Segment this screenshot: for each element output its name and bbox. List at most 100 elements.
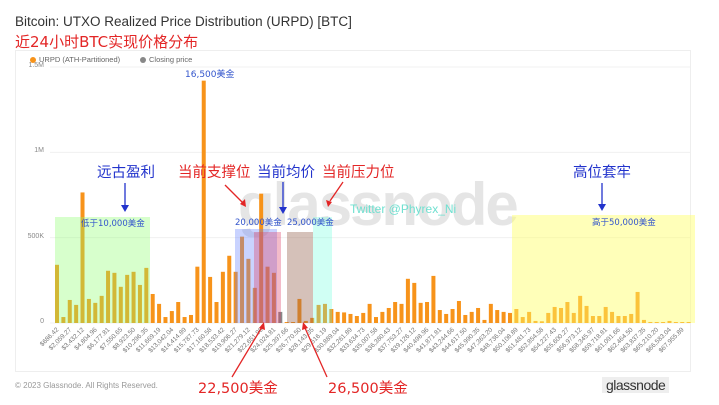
watermark: glassnode: [238, 171, 519, 238]
urpd-bar: [188, 314, 193, 323]
urpd-bar: [342, 312, 347, 323]
y-tick-label: 1.5M: [28, 62, 44, 69]
urpd-bar: [539, 321, 544, 323]
arrow-22500: [231, 326, 263, 378]
urpd-bar: [399, 303, 404, 323]
urpd-bar: [444, 313, 449, 323]
annotation-avg-price: 当前均价: [257, 165, 315, 181]
urpd-bar: [667, 320, 672, 323]
urpd-bar: [514, 309, 519, 323]
closing-price-bar: [278, 311, 283, 323]
urpd-bar: [374, 317, 378, 323]
urpd-bar: [425, 302, 430, 323]
urpd-bar: [610, 311, 615, 323]
urpd-bar: [322, 303, 327, 323]
urpd-bar: [137, 284, 142, 323]
urpd-bar: [86, 298, 91, 323]
arrow-resistance: [329, 181, 344, 202]
urpd-bar: [348, 313, 353, 323]
urpd-bar: [680, 322, 685, 323]
urpd-bar: [686, 322, 691, 323]
legend-dot-icon: [30, 56, 36, 63]
urpd-bar: [163, 317, 168, 323]
urpd-bar: [259, 193, 264, 323]
urpd-bar: [297, 298, 302, 323]
arrow-support: [224, 184, 244, 204]
highlight-25k: [313, 217, 332, 323]
urpd-bar: [106, 270, 111, 323]
annotation-26500: 26,500美金: [328, 381, 408, 397]
urpd-bar: [507, 312, 512, 323]
urpd-bar: [316, 304, 321, 323]
urpd-bar: [501, 311, 506, 323]
highlight-20k: [235, 229, 277, 323]
urpd-bar: [208, 276, 213, 323]
urpd-bar: [476, 307, 481, 323]
urpd-bar: [291, 322, 296, 323]
urpd-bar: [654, 322, 659, 323]
urpd-bar: [74, 304, 79, 323]
y-tick-label: 0: [40, 318, 44, 325]
highlight-support: [254, 232, 281, 323]
urpd-bar: [252, 287, 257, 323]
urpd-bar: [629, 313, 634, 323]
label-25k: 25,000美金: [287, 218, 334, 228]
legend-item-closing-price[interactable]: Closing price: [140, 55, 192, 64]
urpd-bar: [622, 316, 627, 323]
highlight-below-10k: [55, 217, 150, 323]
urpd-bar: [450, 309, 455, 323]
legend-dot-icon: [140, 56, 146, 63]
urpd-bar: [125, 274, 130, 323]
urpd-bar: [361, 312, 366, 323]
label-below-10k: 低于10,000美金: [81, 219, 145, 229]
urpd-bar: [240, 236, 245, 323]
urpd-bar: [284, 322, 289, 323]
urpd-bar: [437, 310, 442, 323]
urpd-bar: [431, 275, 436, 323]
label-peak-16500: 16,500美金: [185, 70, 235, 80]
urpd-bar: [393, 302, 398, 323]
y-tick-label: 1M: [34, 147, 44, 154]
urpd-bar: [150, 293, 155, 323]
urpd-bar: [246, 258, 251, 323]
arrow-26500: [304, 327, 328, 378]
legend-item-urpd[interactable]: URPD (ATH-Partitioned): [30, 55, 120, 64]
urpd-bar: [80, 192, 85, 323]
urpd-bar: [463, 314, 468, 323]
urpd-bar: [303, 320, 308, 323]
urpd-bar: [488, 303, 493, 323]
urpd-bar: [214, 302, 219, 323]
urpd-bar: [144, 267, 149, 323]
urpd-bar: [571, 312, 576, 323]
arrow-head: [326, 200, 332, 207]
urpd-bar: [335, 311, 340, 323]
arrow-head: [598, 204, 606, 211]
urpd-bar: [648, 321, 653, 323]
urpd-bar: [220, 271, 225, 323]
chart-subtitle: 近24小时BTC实现价格分布: [15, 33, 199, 51]
twitter-handle: Twitter @Phyrex_Ni: [350, 202, 457, 216]
urpd-bar: [597, 316, 602, 323]
y-tick-label: 500K: [27, 233, 44, 240]
urpd-bar: [195, 266, 200, 323]
urpd-bar: [565, 302, 570, 323]
legend-label: URPD (ATH-Partitioned): [39, 55, 121, 64]
urpd-bar: [176, 302, 181, 323]
urpd-bar: [559, 307, 564, 323]
chart-title: Bitcoin: UTXO Realized Price Distributio…: [15, 14, 352, 29]
urpd-bar: [112, 272, 117, 323]
urpd-bar: [157, 303, 162, 323]
urpd-bar: [55, 264, 59, 323]
urpd-bar: [118, 286, 123, 323]
highlight-above-50k: [512, 215, 695, 323]
urpd-bar: [495, 310, 500, 323]
urpd-bar: [578, 295, 583, 323]
annotation-high-trapped: 高位套牢: [573, 165, 631, 181]
urpd-bar: [380, 311, 385, 323]
urpd-bar: [405, 278, 410, 323]
urpd-bar: [520, 317, 525, 323]
legend-label: Closing price: [149, 55, 193, 64]
annotation-22500: 22,500美金: [198, 381, 278, 397]
urpd-bar: [329, 309, 334, 323]
urpd-bar: [201, 80, 206, 323]
